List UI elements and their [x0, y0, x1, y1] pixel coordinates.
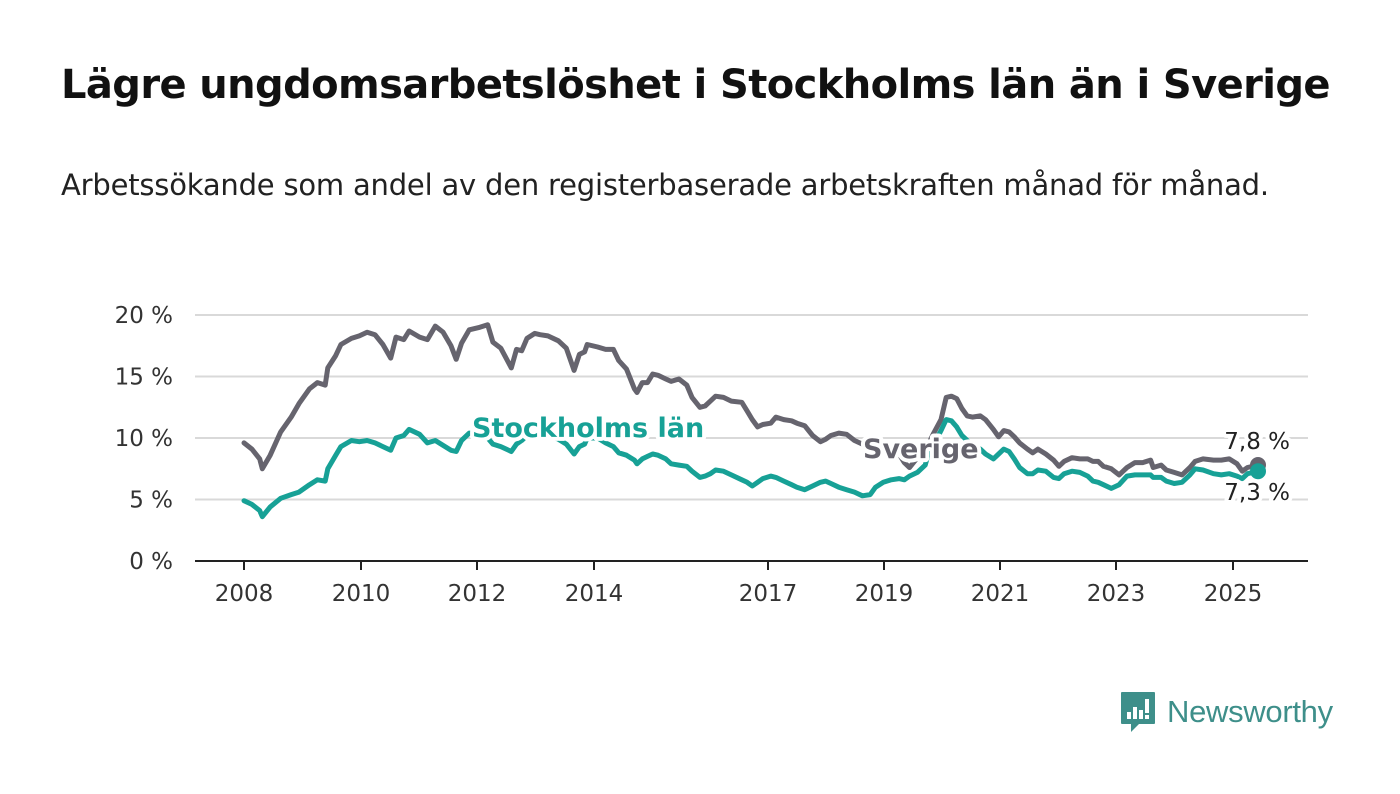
- x-tick-label: 2025: [1204, 581, 1263, 607]
- y-tick-label: 15 %: [115, 365, 173, 391]
- series-labels: Stockholms län Sverige 7,8 % 7,3 %: [468, 409, 1294, 510]
- series-label-sverige: Sverige: [863, 434, 979, 465]
- series-label-stockholm: Stockholms län: [472, 413, 704, 444]
- x-tick-label: 2012: [448, 581, 507, 607]
- x-tick-label: 2023: [1087, 581, 1146, 607]
- series-lines: [241, 322, 1266, 520]
- x-tick-label: 2014: [565, 581, 624, 607]
- chart-subtitle: Arbetssökande som andel av den registerb…: [61, 168, 1269, 202]
- grid-lines: [195, 314, 1308, 501]
- y-axis-ticks: 0 % 5 % 10 % 15 % 20 %: [115, 303, 173, 575]
- brand-name: Newsworthy: [1167, 694, 1333, 729]
- x-tick-label: 2008: [215, 581, 274, 607]
- x-tick-label: 2019: [855, 581, 914, 607]
- end-label-sverige: 7,8 %: [1224, 429, 1290, 455]
- series-line-stockholm: [241, 417, 1261, 520]
- y-tick-label: 0 %: [129, 549, 173, 575]
- x-tick-label: 2010: [332, 581, 391, 607]
- y-tick-label: 5 %: [129, 488, 173, 514]
- newsworthy-bars-icon: [1121, 692, 1155, 732]
- end-label-stockholm: 7,3 %: [1224, 480, 1290, 506]
- end-point-stockholm: [1250, 463, 1266, 480]
- x-tick-label: 2021: [971, 581, 1030, 607]
- chart-title: Lägre ungdomsarbetslöshet i Stockholms l…: [61, 62, 1331, 108]
- y-tick-label: 20 %: [115, 303, 173, 329]
- x-axis-ticks: 2008 2010 2012 2014 2017 2019 2021 2023 2025: [215, 561, 1263, 607]
- y-tick-label: 10 %: [115, 426, 173, 452]
- brand-logo: Newsworthy: [1119, 690, 1333, 734]
- x-tick-label: 2017: [739, 581, 798, 607]
- series-line-sverige: [241, 322, 1261, 478]
